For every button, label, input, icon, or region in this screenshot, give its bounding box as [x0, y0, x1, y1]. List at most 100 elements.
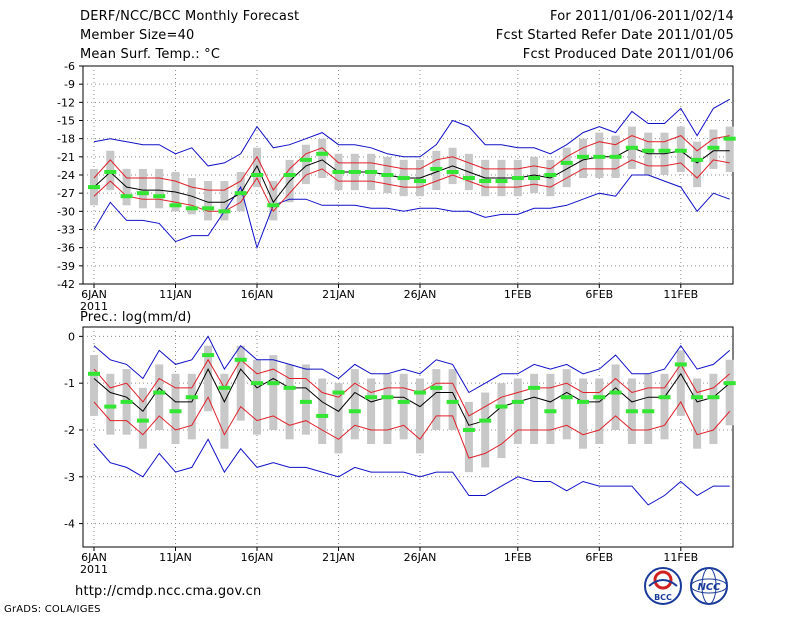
observed-mark: [511, 399, 524, 404]
x-tick-label: 1FEB: [504, 288, 532, 301]
observed-mark: [577, 154, 589, 159]
observed-mark: [544, 173, 557, 177]
spread-box: [138, 168, 147, 209]
ensemble-mean-line: [93, 147, 730, 204]
spread-upper-line: [93, 358, 731, 417]
observed-mark: [528, 176, 541, 181]
title-line-1: DERF/NCC/BCC Monthly Forecast: [80, 9, 300, 24]
y-tick-label: -42: [57, 278, 75, 291]
observed-mark: [593, 154, 606, 159]
spread-box: [269, 355, 278, 430]
spread-box: [138, 387, 147, 449]
bcc-logo-text: BCC: [654, 593, 672, 602]
observed-mark: [430, 385, 443, 390]
observed-mark: [365, 395, 378, 400]
spread-box: [725, 126, 734, 172]
observed-mark: [332, 390, 345, 395]
spread-box: [562, 147, 571, 188]
observed-mark: [169, 203, 182, 208]
observed-mark: [691, 395, 704, 400]
observed-mark: [495, 404, 508, 409]
observed-mark: [299, 157, 312, 162]
y-tick-label: -24: [57, 169, 75, 182]
x-tick-label: 11FEB: [663, 551, 698, 564]
observed-mark: [674, 362, 687, 367]
observed-mark: [625, 409, 638, 414]
year-label: 2011: [80, 300, 108, 313]
spread-box: [106, 373, 115, 435]
min-member-line: [93, 174, 730, 250]
observed-mark: [577, 399, 589, 404]
max-member-line: [93, 335, 731, 394]
x-tick-label: 11JAN: [159, 551, 192, 564]
spread-box: [155, 168, 164, 209]
observed-mark: [136, 191, 149, 196]
variable-label: Mean Surf. Temp.: °C: [80, 47, 221, 62]
spread-box: [155, 364, 164, 430]
x-tick-label: 11FEB: [663, 288, 698, 301]
observed-mark: [185, 395, 198, 400]
spread-lower-line: [93, 159, 730, 213]
observed-mark: [658, 148, 671, 153]
grads-credit: GrADS: COLA/IGES: [4, 604, 101, 615]
spread-box: [301, 364, 310, 435]
spread-box: [220, 373, 229, 449]
y-tick-label: -9: [64, 78, 75, 91]
spread-box: [269, 181, 278, 221]
spread-box: [285, 364, 294, 440]
observed-mark: [609, 154, 622, 159]
observed-mark: [283, 173, 296, 177]
observed-mark: [397, 176, 410, 181]
observed-mark: [691, 157, 704, 162]
spread-lower-line: [93, 396, 731, 459]
observed-mark: [560, 160, 573, 165]
observed-mark: [251, 381, 263, 386]
spread-box: [709, 373, 718, 445]
observed-mark: [609, 390, 622, 395]
observed-mark: [88, 185, 100, 190]
ncc-logo-icon: NCC: [690, 567, 728, 605]
y-tick-label: -12: [57, 96, 75, 109]
source-url[interactable]: http://cmdp.ncc.cma.gov.cn: [75, 584, 262, 599]
observed-mark: [267, 381, 280, 386]
y-tick-label: -27: [57, 187, 75, 200]
observed-mark: [495, 179, 508, 184]
spread-box: [253, 147, 261, 188]
x-tick-label: 11JAN: [159, 288, 192, 301]
observed-mark: [642, 409, 655, 414]
x-tick-label: 6JAN: [81, 551, 107, 564]
observed-mark: [560, 395, 573, 400]
y-tick-label: -2: [64, 424, 75, 437]
plot-frame: [82, 326, 734, 548]
observed-mark: [218, 385, 231, 390]
observed-mark: [136, 418, 149, 423]
y-tick-label: -36: [57, 242, 75, 255]
spread-box: [187, 373, 196, 440]
y-tick-label: -6: [64, 60, 75, 73]
observed-mark: [479, 418, 492, 423]
observed-mark: [316, 413, 329, 418]
observed-mark: [625, 145, 638, 150]
spread-box: [236, 345, 245, 421]
y-tick-label: -33: [57, 224, 75, 237]
x-tick-label: 26JAN: [404, 551, 437, 564]
start-date: Fcst Started Refer Date 2011/01/05: [495, 28, 734, 43]
y-tick-label: -18: [57, 133, 75, 146]
observed-mark: [202, 353, 215, 358]
spread-box: [611, 364, 620, 430]
observed-mark: [202, 206, 215, 211]
spread-box: [383, 373, 392, 445]
spread-box: [676, 350, 685, 416]
member-size: Member Size=40: [80, 28, 195, 43]
x-tick-label: 6FEB: [585, 288, 613, 301]
x-tick-label: 16JAN: [241, 551, 274, 564]
observed-mark: [397, 399, 410, 404]
observed-mark: [414, 390, 426, 395]
observed-mark: [593, 395, 606, 400]
y-tick-label: -1: [64, 377, 75, 390]
spread-box: [464, 401, 473, 473]
spread-box: [448, 369, 457, 430]
spread-box: [416, 378, 424, 454]
spread-box: [90, 355, 98, 416]
